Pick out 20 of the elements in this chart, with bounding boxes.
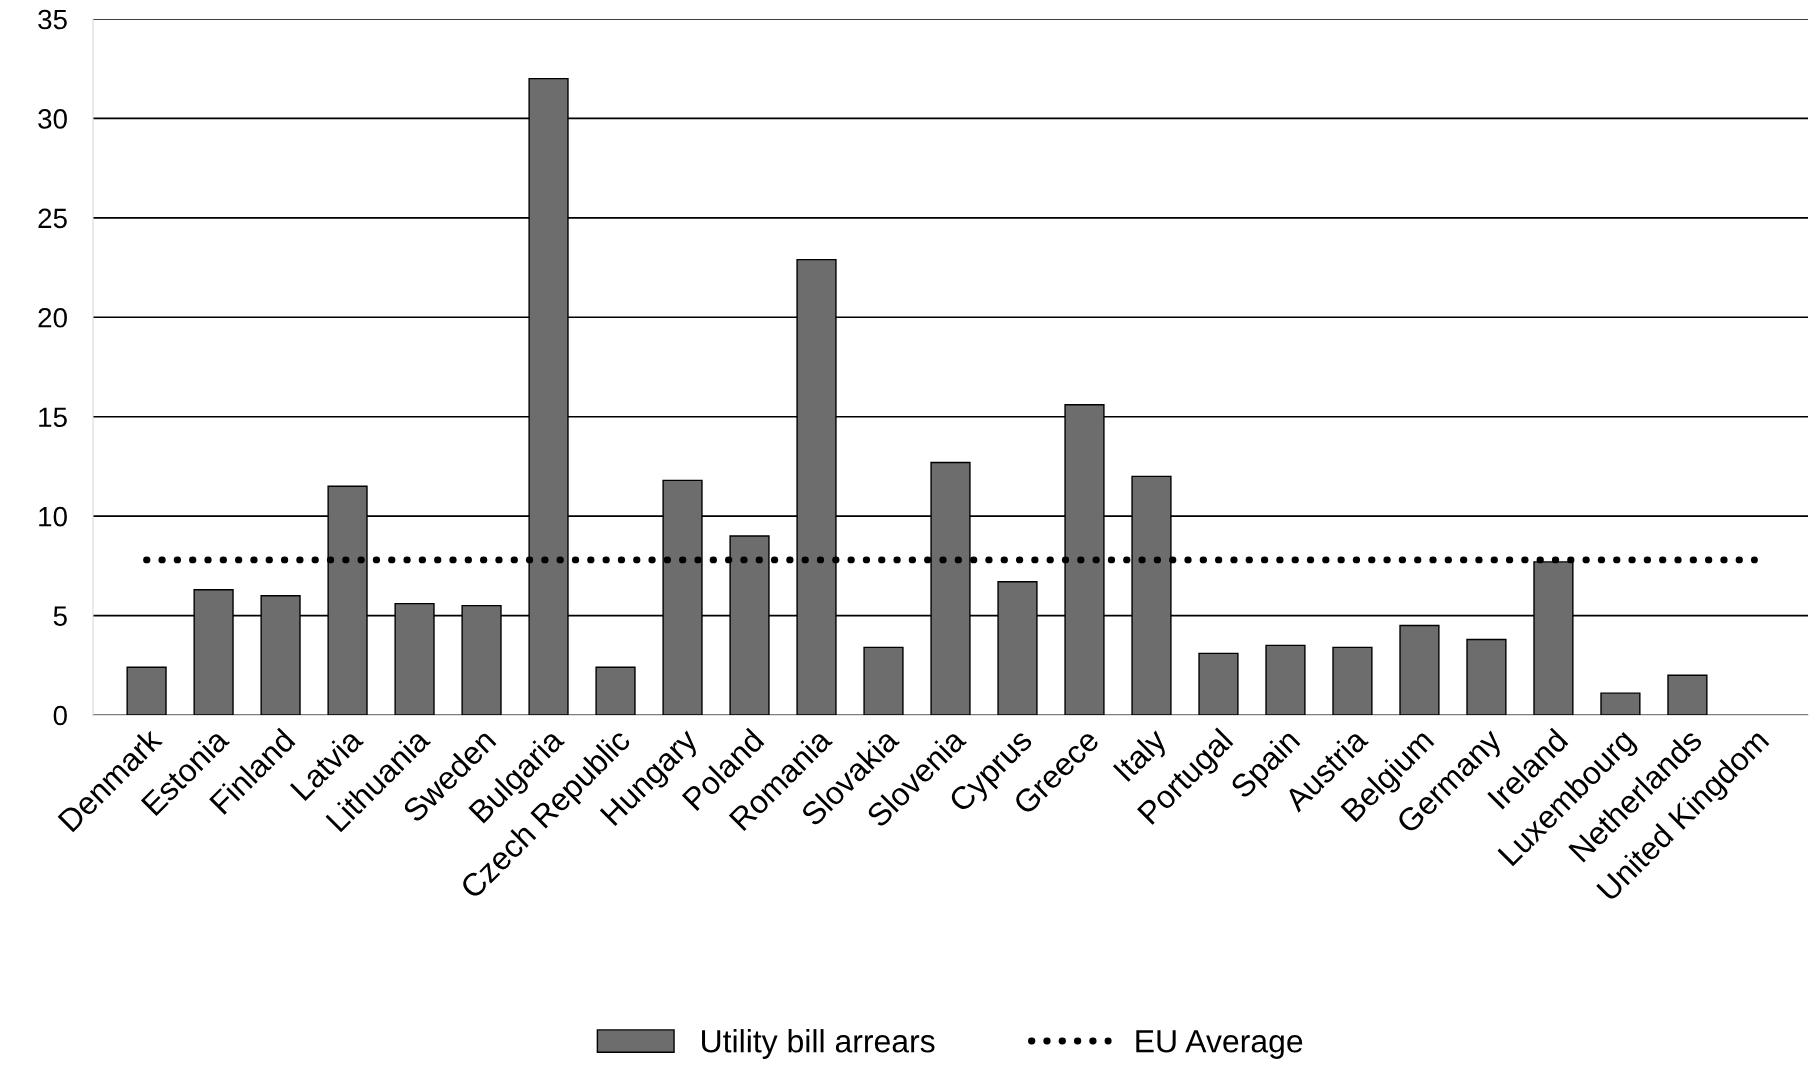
- bar: [1600, 692, 1641, 715]
- y-tick-label: 30: [38, 109, 67, 129]
- legend-label: Utility bill arrears: [702, 1029, 935, 1059]
- y-tick-label: 5: [53, 606, 67, 626]
- y-tick-label: 0: [53, 705, 67, 726]
- bar: [1265, 644, 1306, 715]
- y-tick-label: 10: [39, 506, 67, 527]
- bar: [595, 666, 636, 715]
- bar: [1466, 638, 1507, 715]
- y-tick-label: 35: [38, 9, 67, 30]
- bar: [1198, 652, 1239, 715]
- bar: [1399, 624, 1440, 715]
- y-tick-label: 15: [39, 407, 67, 428]
- bar: [863, 646, 904, 715]
- y-tick-label: 25: [38, 208, 67, 229]
- bar: [1332, 646, 1373, 715]
- bar: [1667, 674, 1708, 715]
- y-tick-label: 20: [38, 307, 67, 328]
- bar: [126, 666, 167, 715]
- legend-label: EU Average: [1136, 1030, 1303, 1059]
